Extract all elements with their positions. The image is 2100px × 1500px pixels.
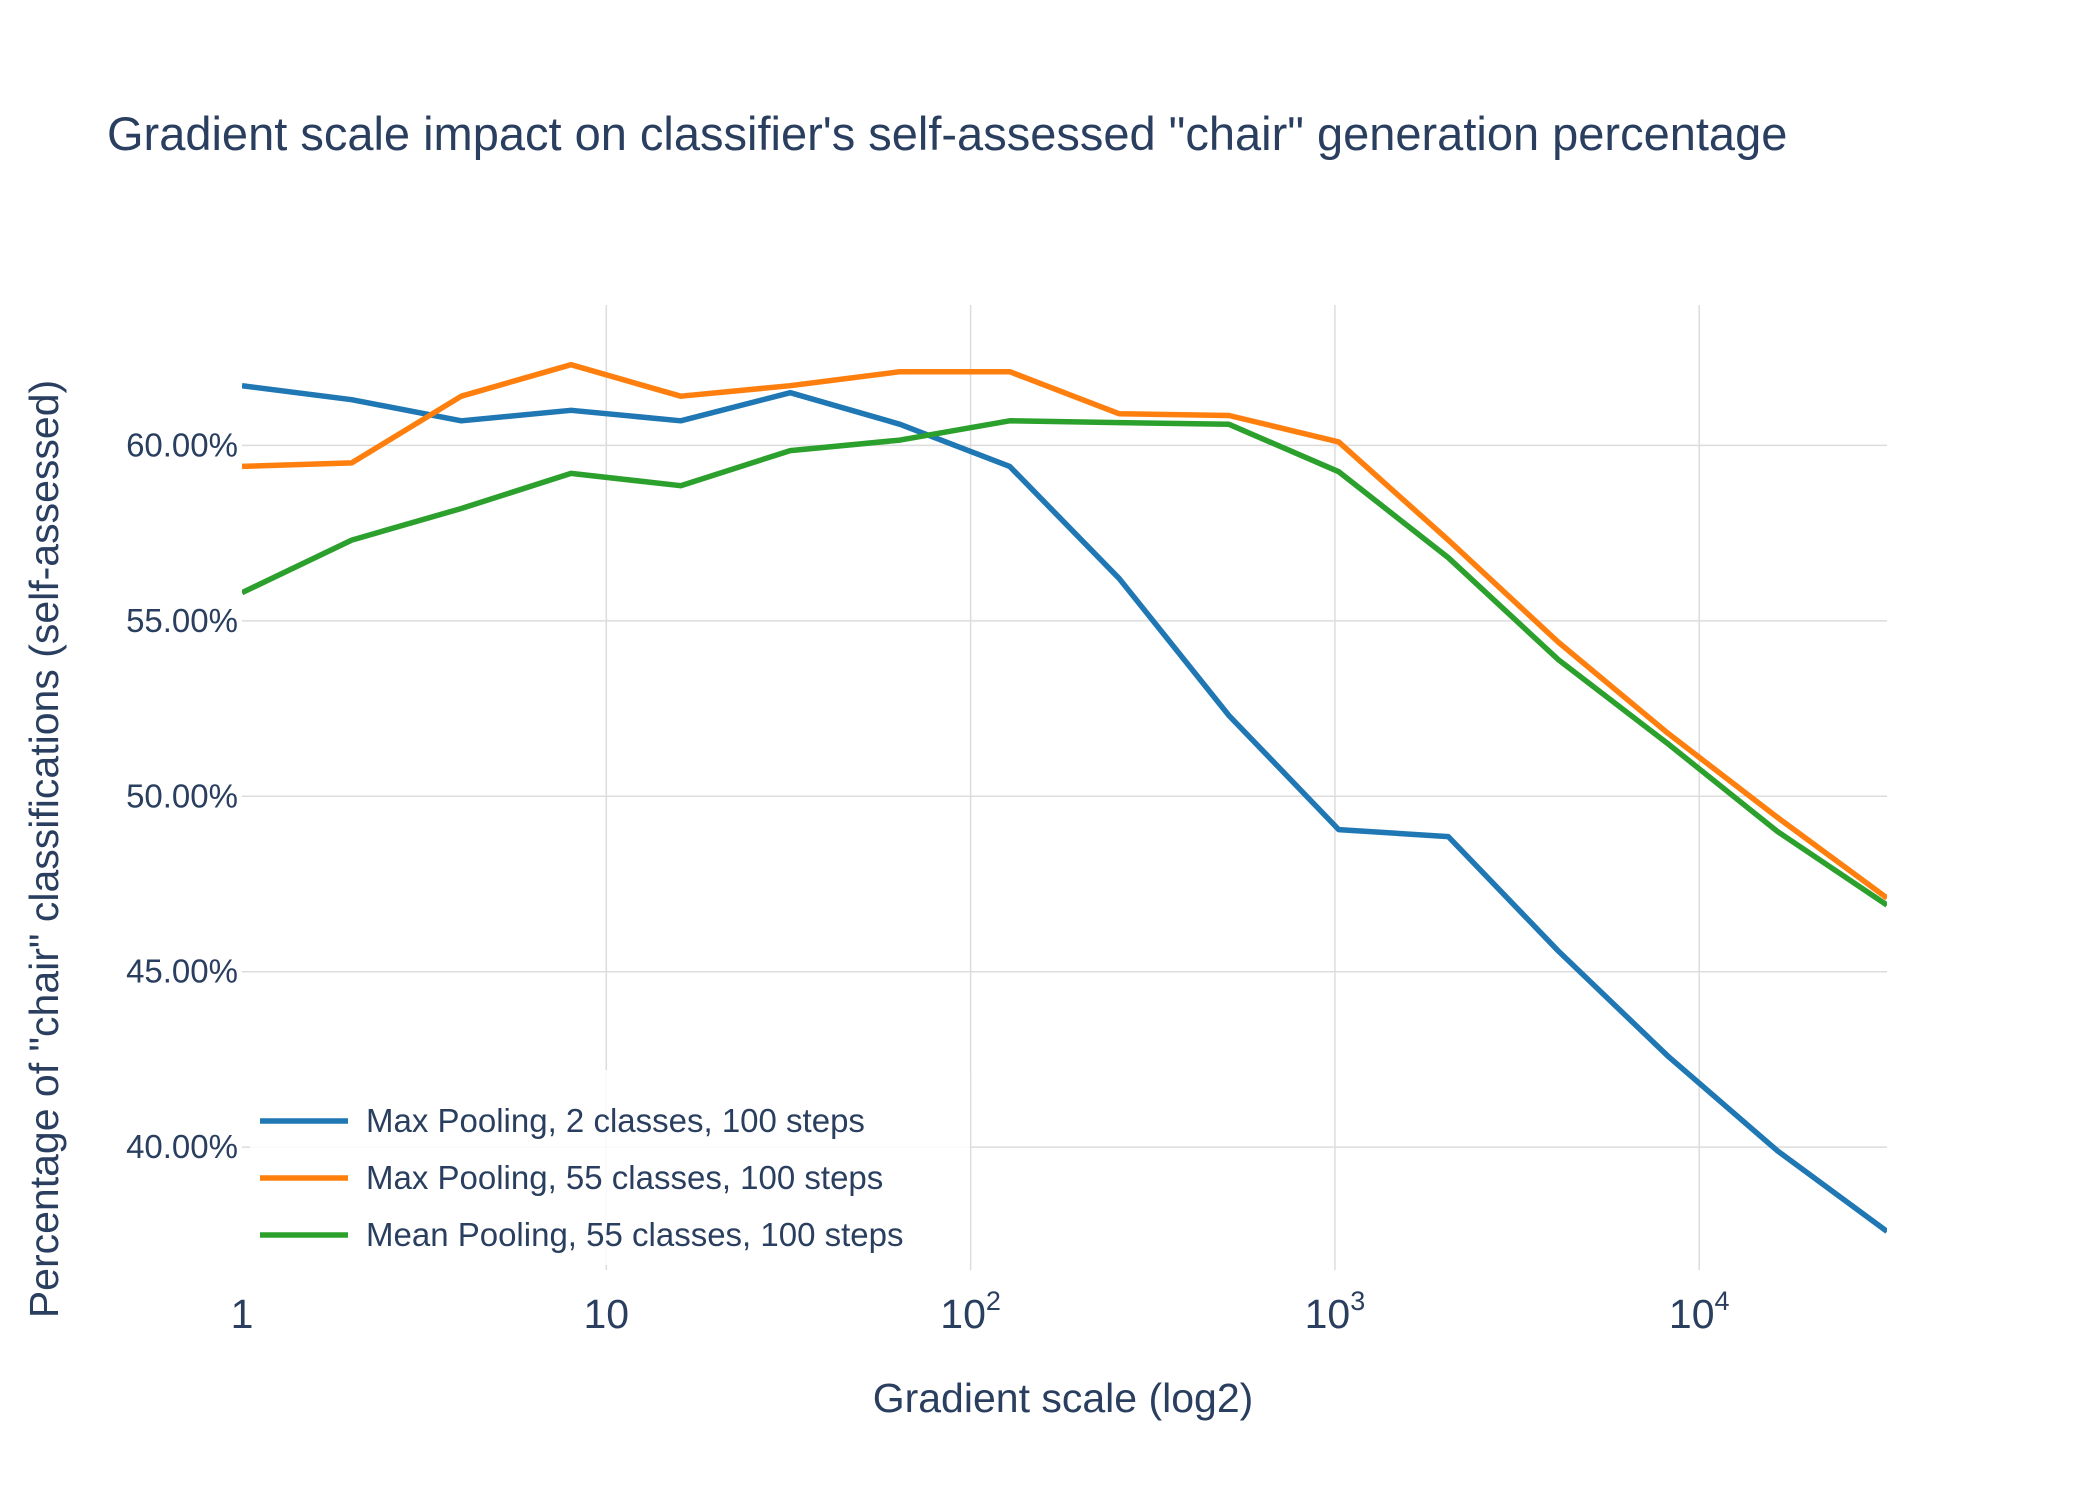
x-tick-base: 10 — [584, 1291, 630, 1337]
y-axis-title: Percentage of "chair" classifications (s… — [21, 380, 67, 1318]
y-tick-label: 40.00% — [126, 1128, 238, 1165]
x-tick-label: 104 — [1669, 1286, 1730, 1337]
x-axis-title: Gradient scale (log2) — [873, 1375, 1254, 1421]
chart-title: Gradient scale impact on classifier's se… — [107, 107, 1787, 160]
x-tick-label: 102 — [940, 1286, 1001, 1337]
grid — [242, 305, 1887, 1270]
series-line-3 — [242, 418, 1887, 908]
series-line-1 — [242, 382, 1887, 1234]
y-tick-label: 55.00% — [126, 602, 238, 639]
y-tick-label: 60.00% — [126, 426, 238, 463]
plot-area — [242, 361, 1887, 1234]
x-tick-base: 10 — [940, 1291, 986, 1337]
y-tick-label: 50.00% — [126, 777, 238, 814]
x-tick-exponent: 2 — [986, 1286, 1001, 1316]
legend-label: Max Pooling, 55 classes, 100 steps — [366, 1159, 883, 1196]
x-tick-base: 10 — [1669, 1291, 1715, 1337]
x-tick-exponent: 3 — [1350, 1286, 1365, 1316]
series-line-2 — [242, 361, 1887, 901]
legend-label: Max Pooling, 2 classes, 100 steps — [366, 1102, 865, 1139]
legend: Max Pooling, 2 classes, 100 steps Max Poo… — [250, 1070, 970, 1265]
y-tick-label: 45.00% — [126, 953, 238, 990]
legend-label: Mean Pooling, 55 classes, 100 steps — [366, 1216, 904, 1253]
x-tick-label: 103 — [1305, 1286, 1366, 1337]
x-tick-base: 10 — [1305, 1291, 1351, 1337]
x-tick-exponent: 4 — [1715, 1286, 1730, 1316]
x-tick-base: 1 — [231, 1291, 254, 1337]
x-tick-label: 10 — [584, 1291, 630, 1337]
x-tick-label: 1 — [231, 1291, 254, 1337]
axis-ticks: 40.00%45.00%50.00%55.00%60.00%1 10 102 103 1… — [126, 426, 1729, 1337]
legend-background — [250, 1070, 970, 1265]
